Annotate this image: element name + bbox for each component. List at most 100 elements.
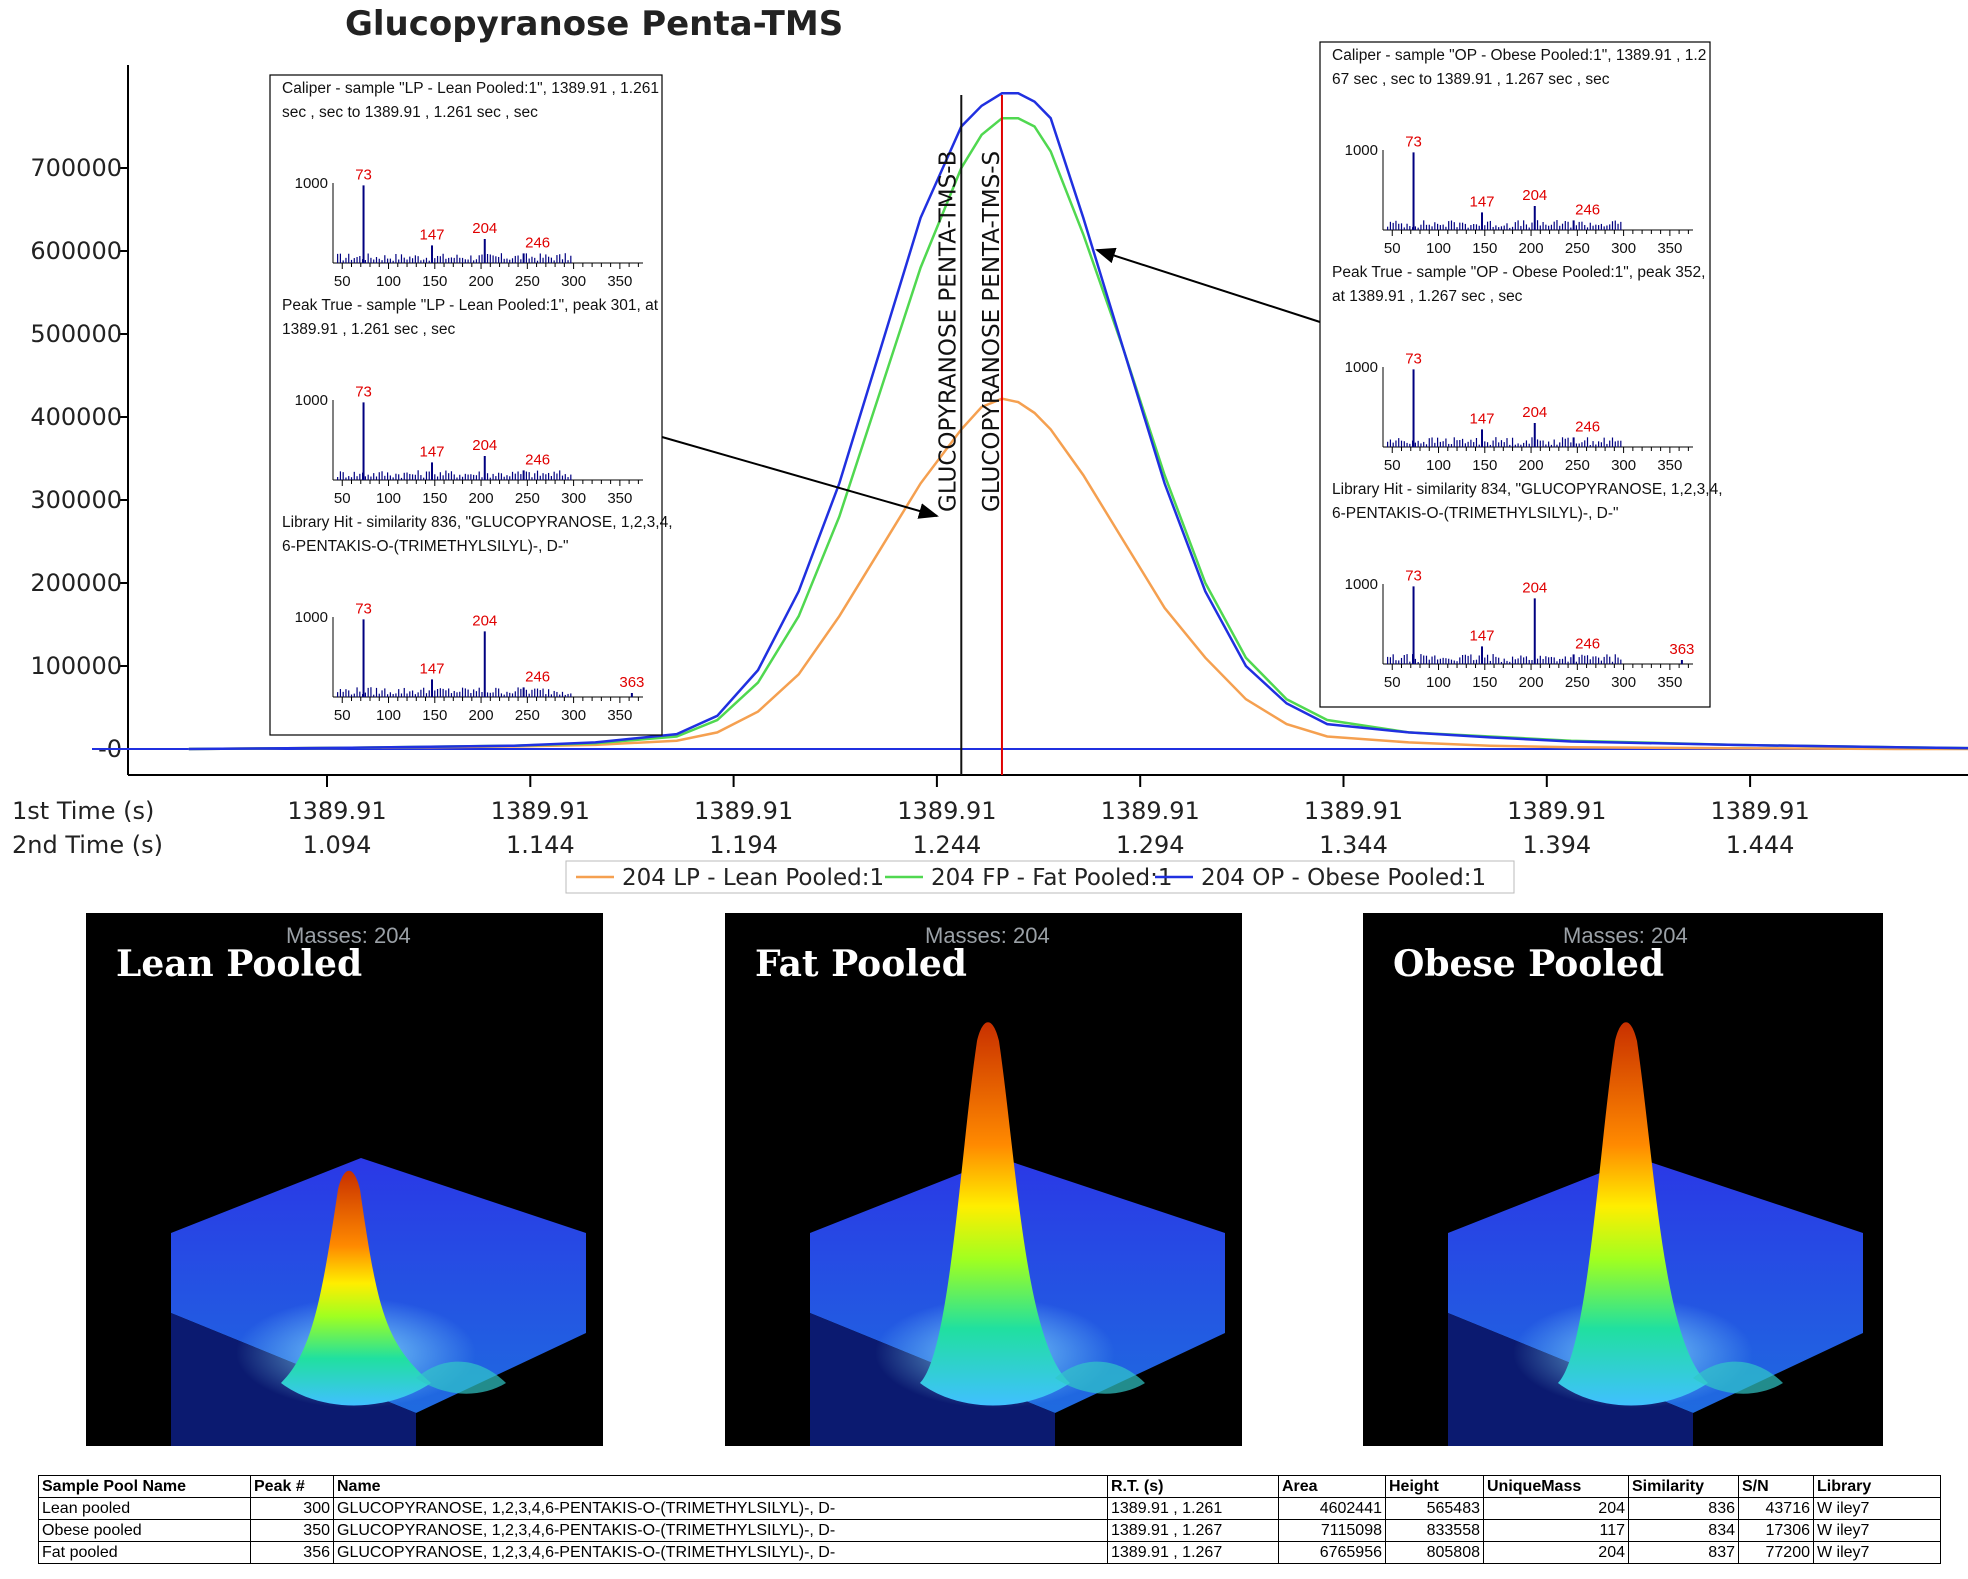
box-caption-line: Library Hit - similarity 836, "GLUCOPYRA… [282,514,673,531]
table-cell: Obese pooled [38,1519,251,1542]
spectrum-peak-label: 246 [525,234,550,251]
table-cell: 1389.91 , 1.267 [1107,1541,1279,1564]
spectrum-x-label: 200 [469,490,494,507]
table-cell: GLUCOPYRANOSE, 1,2,3,4,6-PENTAKIS-O-(TRI… [333,1519,1108,1542]
table-cell: 204 [1483,1497,1629,1520]
x-tick-label-1st: 1389.91 [694,797,793,825]
box-caption-line: Library Hit - similarity 834, "GLUCOPYRA… [1332,481,1723,498]
spectrum-peak-label: 147 [419,226,444,243]
spectrum-x-label: 250 [515,707,540,724]
mass-spectrum-boxes: Caliper - sample "LP - Lean Pooled:1", 1… [269,41,1723,736]
spectrum-x-label: 100 [376,273,401,290]
surface-minor-peak [1693,1361,1783,1394]
spectrum-x-label: 100 [376,490,401,507]
box-caption-line: Peak True - sample "OP - Obese Pooled:1"… [1332,264,1705,281]
surface-plot-svg [810,1022,1225,1446]
spectrum-peak-label: 73 [355,383,372,400]
x-tick-label-2nd: 1.394 [1522,831,1591,859]
x-axis-label-1st: 1st Time (s) [12,797,154,825]
spectrum-x-label: 50 [1384,674,1401,691]
spectrum-x-label: 200 [1519,240,1544,257]
peak-marker-label: GLUCOPYRANOSE PENTA-TMS-B [935,151,961,512]
table-cell: 117 [1483,1519,1629,1542]
table-row: Lean pooled 300 GLUCOPYRANOSE, 1,2,3,4,6-P… [38,1497,1941,1520]
table-row: Fat pooled 356 GLUCOPYRANOSE, 1,2,3,4,6-PE… [38,1541,1941,1564]
x-tick-label-2nd: 1.344 [1319,831,1388,859]
legend-entry: 204 LP - Lean Pooled:1 [622,865,884,891]
x-tick-label-2nd: 1.444 [1726,831,1795,859]
legend-box [565,860,1515,894]
x-tick-label-2nd: 1.094 [303,831,372,859]
page-title: Glucopyranose Penta-TMS [345,4,844,44]
spectrum-x-label: 300 [561,707,586,724]
y-tick-label: 600000 [30,237,122,265]
table-header-cell: R.T. (s) [1107,1475,1279,1498]
surface-plot-title: Fat Pooled [755,943,967,985]
spectrum-x-label: 200 [469,273,494,290]
table-header-row: Sample Pool Name Peak # Name R.T. (s) Area He… [38,1475,1941,1498]
spectrum-x-label: 250 [1565,240,1590,257]
table-cell: 77200 [1738,1541,1814,1564]
spectrum-x-label: 350 [1657,240,1682,257]
table-cell: 837 [1628,1541,1739,1564]
x-tick-label-2nd: 1.294 [1116,831,1185,859]
surface-plot-title: Lean Pooled [116,943,363,985]
spectrum-x-label: 50 [1384,457,1401,474]
x-tick-label-1st: 1389.91 [897,797,996,825]
table-cell: 4602441 [1278,1497,1386,1520]
spectrum-x-label: 200 [469,707,494,724]
spectrum-peak-label: 204 [1522,579,1547,596]
callout-arrow [661,436,939,519]
table-header-cell: Library [1813,1475,1941,1498]
surface-minor-peak [1055,1361,1145,1394]
x-tick-label-1st: 1389.91 [287,797,386,825]
x-tick-label-2nd: 1.194 [709,831,778,859]
table-cell: Lean pooled [38,1497,251,1520]
spectrum-peak-label: 204 [1522,404,1547,421]
y-tick-label: 700000 [30,154,122,182]
spectrum-x-label: 350 [1657,457,1682,474]
surface-plot-panel: Lean Pooled Masses: 204 [86,913,603,1446]
surface-peak [920,1022,1070,1406]
spectrum-x-label: 250 [515,490,540,507]
spectrum-x-label: 300 [1611,240,1636,257]
y-tick-label: 100000 [30,652,122,680]
spectrum-y-label: 1000 [1345,359,1378,376]
spectrum-peak-label: 246 [525,451,550,468]
spectrum-peak-label: 147 [1469,410,1494,427]
box-caption-line: 67 sec , sec to 1389.91 , 1.267 sec , se… [1332,71,1610,88]
table-cell: W iley7 [1813,1541,1941,1564]
table-cell: 7115098 [1278,1519,1386,1542]
table-cell: 350 [250,1519,334,1542]
x-tick-label-1st: 1389.91 [1507,797,1606,825]
spectrum-x-label: 50 [1384,240,1401,257]
y-tick-label: 300000 [30,486,122,514]
spectrum-x-label: 300 [1611,674,1636,691]
x-axis-label-2nd: 2nd Time (s) [12,831,163,859]
spectrum-x-label: 350 [607,707,632,724]
surface-masses-label: Masses: 204 [925,923,1050,948]
spectrum-peak-label: 147 [1469,627,1494,644]
table-header-cell: S/N [1738,1475,1814,1498]
y-tick-label: 200000 [30,569,122,597]
table-cell: 17306 [1738,1519,1814,1542]
spectrum-peak-label: 147 [1469,193,1494,210]
spectrum-x-label: 150 [1472,240,1497,257]
box-caption-line: at 1389.91 , 1.267 sec , sec [1332,288,1523,305]
table-header-cell: Height [1385,1475,1484,1498]
table-cell: 1389.91 , 1.261 [1107,1497,1279,1520]
table-cell: GLUCOPYRANOSE, 1,2,3,4,6-PENTAKIS-O-(TRI… [333,1497,1108,1520]
table-cell: Fat pooled [38,1541,251,1564]
spectrum-x-label: 100 [1426,674,1451,691]
spectrum-x-label: 100 [376,707,401,724]
y-tick-label: 500000 [30,320,122,348]
spectrum-y-label: 1000 [295,392,328,409]
spectrum-x-label: 50 [334,707,351,724]
table-header-cell: Area [1278,1475,1386,1498]
surface-plot-title: Obese Pooled [1393,943,1665,985]
spectrum-x-label: 350 [1657,674,1682,691]
spectrum-peak-label: 73 [1405,567,1422,584]
table-cell: GLUCOPYRANOSE, 1,2,3,4,6-PENTAKIS-O-(TRI… [333,1541,1108,1564]
box-caption-line: sec , sec to 1389.91 , 1.261 sec , sec [282,104,538,121]
table-row: Obese pooled 350 GLUCOPYRANOSE, 1,2,3,4,6-… [38,1519,1941,1542]
